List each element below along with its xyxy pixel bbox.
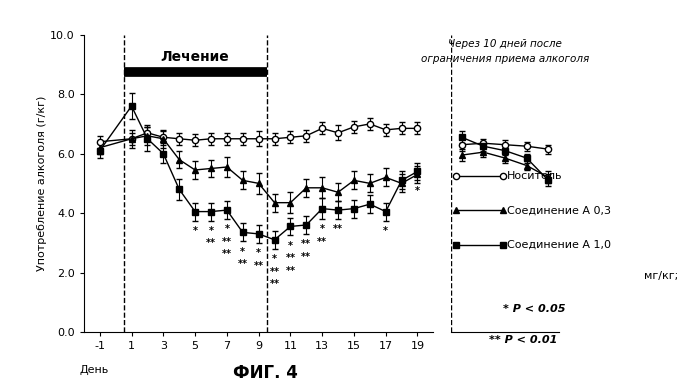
Text: **: ** xyxy=(222,249,232,259)
Text: **: ** xyxy=(285,266,296,276)
Text: **: ** xyxy=(301,239,311,249)
Text: **: ** xyxy=(285,253,296,263)
Text: *: * xyxy=(240,247,245,257)
Text: **: ** xyxy=(317,237,327,247)
Text: **: ** xyxy=(206,238,216,248)
Text: **: ** xyxy=(270,279,280,289)
Text: **: ** xyxy=(238,259,247,269)
Text: **: ** xyxy=(333,224,343,234)
Text: *: * xyxy=(193,226,198,236)
Text: Через 10 дней после: Через 10 дней после xyxy=(448,39,562,49)
Text: **: ** xyxy=(254,261,264,271)
Text: Соединение А 1,0: Соединение А 1,0 xyxy=(507,240,611,250)
Text: *: * xyxy=(288,241,293,251)
Text: * P < 0.05: * P < 0.05 xyxy=(503,304,565,314)
Text: ограничения приема алкоголя: ограничения приема алкоголя xyxy=(421,54,589,64)
Text: *: * xyxy=(224,224,229,234)
Text: Лечение: Лечение xyxy=(161,51,229,64)
Text: Соединение А 0,3: Соединение А 0,3 xyxy=(507,205,611,215)
Text: *: * xyxy=(319,224,324,234)
Text: мг/кг;: мг/кг; xyxy=(644,271,678,281)
Text: *: * xyxy=(415,186,420,196)
Text: **: ** xyxy=(270,267,280,277)
Text: **: ** xyxy=(222,237,232,247)
Text: День: День xyxy=(79,365,108,375)
Text: ** P < 0.01: ** P < 0.01 xyxy=(489,335,558,345)
Text: *: * xyxy=(272,254,277,264)
Text: *: * xyxy=(256,248,261,258)
Y-axis label: Употребление алкоголя (г/кг): Употребление алкоголя (г/кг) xyxy=(38,96,48,271)
Text: ФИГ. 4: ФИГ. 4 xyxy=(233,364,298,382)
Text: *: * xyxy=(383,226,388,236)
Text: **: ** xyxy=(301,252,311,262)
Text: Носитель: Носитель xyxy=(507,171,562,181)
Text: *: * xyxy=(208,226,213,236)
